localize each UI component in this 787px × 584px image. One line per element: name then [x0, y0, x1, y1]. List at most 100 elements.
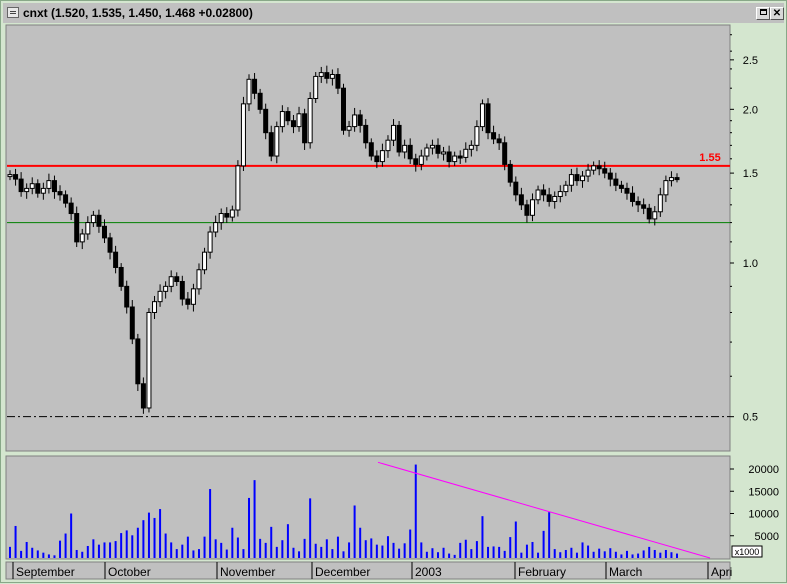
candle-body [168, 276, 174, 287]
candle [51, 175, 57, 199]
volume-bar [86, 545, 89, 558]
volume-bar [359, 527, 362, 558]
volume-bar [614, 551, 617, 558]
volume-bar [286, 524, 289, 558]
volume-bar [14, 525, 17, 558]
month-label: December [315, 565, 370, 579]
candle-body [357, 114, 363, 126]
axis-layer: 0.5 1.0 1.5 2.0 2.5 5000 10000 15000 20000 x1000 S… [12, 34, 779, 579]
window-menu-icon[interactable] [7, 7, 19, 18]
close-button[interactable]: ✕ [770, 7, 784, 20]
volume-bar [642, 550, 645, 558]
candle-body [374, 155, 380, 163]
candle-body [246, 78, 252, 105]
candle-body [641, 204, 647, 209]
volume-bar [587, 545, 590, 558]
volume-bar [348, 542, 351, 558]
volume-bar [120, 533, 123, 558]
candle-body [474, 126, 480, 146]
candle [591, 161, 597, 175]
volume-tick-label: 5000 [755, 531, 779, 543]
candle [118, 263, 124, 291]
candle [568, 168, 574, 192]
price-plot-area [5, 24, 731, 452]
candle [157, 284, 163, 307]
candle-body [24, 187, 30, 193]
volume-bar [42, 552, 45, 558]
volume-bar [403, 543, 406, 558]
volume-bar [370, 538, 373, 558]
candle [113, 245, 119, 274]
candle-body [257, 92, 263, 110]
candle [368, 138, 374, 161]
candle-body [624, 187, 630, 194]
candle-body [279, 111, 285, 128]
window-title: cnxt (1.520, 1.535, 1.450, 1.468 +0.0280… [23, 6, 253, 20]
candle [457, 150, 463, 164]
candle-body [163, 285, 169, 292]
candle [363, 119, 369, 149]
candle-body [513, 181, 519, 196]
candle [446, 145, 452, 168]
volume-bar [270, 526, 273, 558]
candle-body [385, 139, 391, 152]
candle [574, 167, 580, 186]
maximize-button[interactable] [756, 7, 770, 20]
candle [429, 139, 435, 155]
candle [557, 185, 563, 203]
candle-body [129, 306, 135, 340]
candle [502, 136, 508, 171]
candle-body [552, 195, 558, 202]
candle-body [535, 189, 541, 201]
candle [213, 215, 219, 238]
candle-body [113, 251, 119, 268]
title-bar[interactable]: cnxt (1.520, 1.535, 1.450, 1.468 +0.0280… [3, 3, 784, 23]
volume-bar [659, 552, 662, 558]
candle [135, 333, 141, 391]
candle-body [274, 126, 280, 157]
candle [302, 108, 308, 150]
volume-bar [125, 530, 128, 558]
volume-layer [9, 461, 711, 559]
volume-bar [648, 546, 651, 558]
volume-bar [525, 544, 528, 558]
volume-bar [353, 505, 356, 558]
candle [18, 172, 24, 197]
candle [402, 139, 408, 159]
candle-body [496, 138, 502, 144]
candle-body [607, 172, 613, 180]
volume-bar [253, 480, 256, 558]
candle-body [179, 280, 185, 300]
volume-bar [9, 546, 11, 558]
candle-body [174, 276, 180, 282]
candle [252, 72, 258, 100]
volume-bar [298, 551, 301, 558]
volume-bar [336, 536, 339, 558]
candle-body [146, 311, 152, 409]
candle [152, 295, 158, 319]
volume-bar [303, 538, 306, 558]
candle-body [302, 113, 308, 144]
volume-bar [520, 552, 523, 558]
candle-body [596, 165, 602, 170]
candle [391, 119, 397, 147]
candle-body [668, 177, 674, 182]
candle-body [307, 98, 313, 144]
volume-tick-label: 10000 [748, 509, 779, 521]
volume-bar [398, 548, 401, 558]
candle-body [79, 233, 85, 243]
candle [630, 186, 636, 207]
volume-bar [670, 552, 673, 558]
candle-body [657, 194, 663, 213]
volume-bar [36, 550, 39, 558]
candle-body [602, 168, 608, 174]
candle [90, 210, 96, 228]
volume-bar [625, 550, 628, 558]
volume-bar [109, 542, 112, 558]
candle [274, 121, 280, 164]
candle [674, 173, 680, 183]
candle-body [435, 144, 441, 154]
volume-bar [475, 541, 478, 558]
volume-bar [392, 542, 395, 558]
volume-bar [186, 536, 189, 558]
